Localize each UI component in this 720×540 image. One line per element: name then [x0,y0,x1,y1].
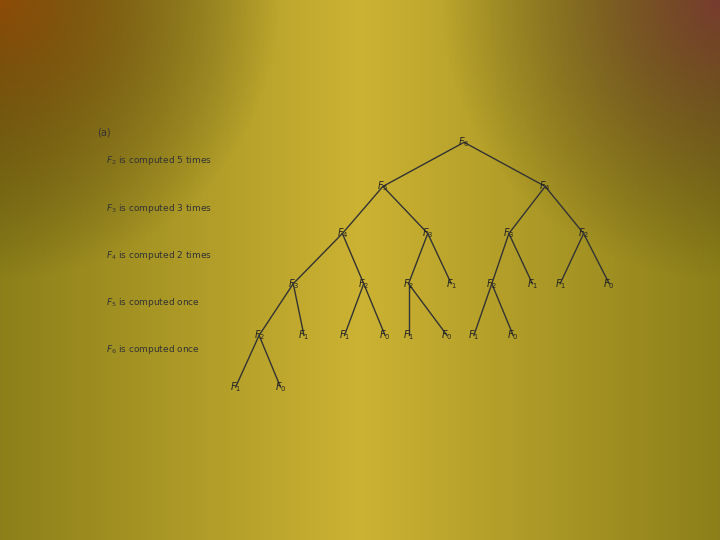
Text: FIGURE 7-10 The computation of the Fibonacci: FIGURE 7-10 The computation of the Fibon… [125,442,595,462]
Text: $\mathit{F}_{4}$ is computed 2 times: $\mathit{F}_{4}$ is computed 2 times [107,249,212,262]
Text: $\mathit{F}_{2}$: $\mathit{F}_{2}$ [358,277,369,291]
Text: (a): (a) [97,127,111,137]
Text: $\mathit{F}_{1}$: $\mathit{F}_{1}$ [339,328,350,342]
Text: $\mathit{F}_{6}$: $\mathit{F}_{6}$ [459,136,470,149]
Text: $\mathit{F}_{2}$: $\mathit{F}_{2}$ [253,328,265,342]
Text: number $\mathit{F}_6$ using (a) recursion $\ldots$  $\mathit{F}_n$ = $\Omega(a^n: number $\mathit{F}_6$ using (a) recursio… [138,463,582,487]
Text: $\mathit{F}_{1}$: $\mathit{F}_{1}$ [468,328,480,342]
Text: $\mathit{F}_{1}$: $\mathit{F}_{1}$ [446,277,457,291]
Text: $\mathit{F}_{2}$ is computed 5 times: $\mathit{F}_{2}$ is computed 5 times [107,154,212,167]
Text: $\mathit{F}_{2}$: $\mathit{F}_{2}$ [578,227,589,240]
Text: $\mathit{F}_{1}$: $\mathit{F}_{1}$ [298,328,310,342]
Text: $\mathit{F}_{6}$ is computed once: $\mathit{F}_{6}$ is computed once [107,343,200,356]
FancyBboxPatch shape [88,108,647,432]
Text: $\mathit{F}_{0}$: $\mathit{F}_{0}$ [603,277,615,291]
Text: Poor Solution: Poor Solution [202,29,518,71]
Text: $\mathit{F}_{0}$: $\mathit{F}_{0}$ [441,328,453,342]
Text: $\mathit{F}_{0}$: $\mathit{F}_{0}$ [275,380,287,394]
Text: $\mathit{F}_{4}$: $\mathit{F}_{4}$ [539,179,551,193]
Text: $\mathit{F}_{1}$: $\mathit{F}_{1}$ [403,328,414,342]
Text: $\mathit{F}_{3}$: $\mathit{F}_{3}$ [503,227,515,240]
Text: $\mathit{F}_{2}$: $\mathit{F}_{2}$ [486,277,498,291]
Text: $\mathit{F}_{2}$: $\mathit{F}_{2}$ [403,277,414,291]
Text: $\mathit{F}_{3}$ is computed 3 times: $\mathit{F}_{3}$ is computed 3 times [107,201,212,214]
Text: $\mathit{F}_{5}$: $\mathit{F}_{5}$ [377,179,389,193]
Text: $\mathit{F}_{3}$: $\mathit{F}_{3}$ [287,277,299,291]
Text: to a Simple Problem: to a Simple Problem [122,64,598,106]
Text: $\mathit{F}_{1}$: $\mathit{F}_{1}$ [230,380,241,394]
Text: $\mathit{F}_{1}$: $\mathit{F}_{1}$ [527,277,538,291]
Text: $\mathit{F}_{1}$: $\mathit{F}_{1}$ [554,277,566,291]
Text: © 2015 Pearson Education, Inc., Upper Saddle River, NJ.  All rights reserved.: © 2015 Pearson Education, Inc., Upper Sa… [161,517,559,527]
Text: $\mathit{F}_{3}$: $\mathit{F}_{3}$ [422,227,433,240]
Text: $\mathit{F}_{5}$ is computed once: $\mathit{F}_{5}$ is computed once [107,296,200,309]
Text: $\mathit{F}_{4}$: $\mathit{F}_{4}$ [336,227,348,240]
Text: $\mathit{F}_{0}$: $\mathit{F}_{0}$ [379,328,391,342]
Text: $\mathit{F}_{0}$: $\mathit{F}_{0}$ [508,328,519,342]
